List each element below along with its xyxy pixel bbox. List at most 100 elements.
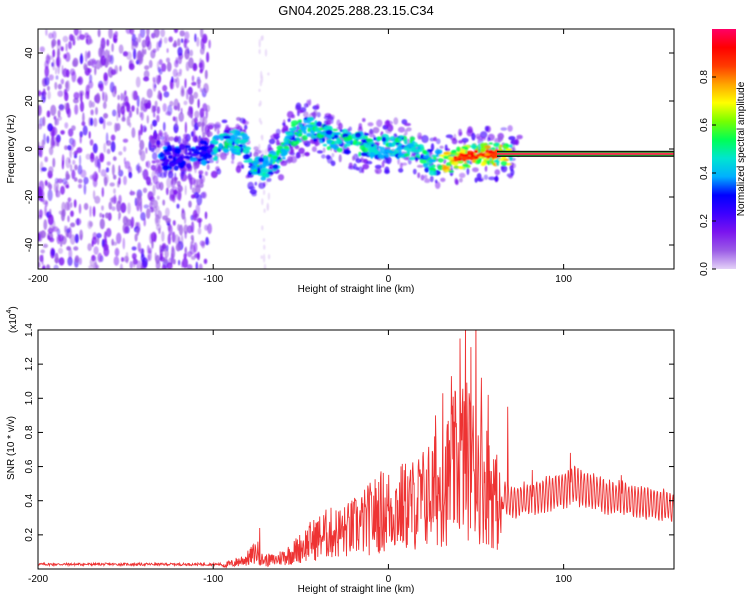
signal-blob xyxy=(285,132,294,136)
noise-blob xyxy=(43,219,48,231)
signal-blob xyxy=(195,145,200,149)
noise-blob xyxy=(74,104,79,115)
signal-blob xyxy=(352,139,358,145)
signal-blob xyxy=(290,127,297,131)
signal-haze xyxy=(507,125,513,132)
noise-blob xyxy=(183,100,188,106)
signal-haze xyxy=(450,137,456,141)
noise-blob xyxy=(124,95,129,107)
noise-blob xyxy=(40,230,46,239)
noise-blob xyxy=(103,113,109,119)
signal-haze xyxy=(295,102,302,111)
noise-blob xyxy=(261,35,264,41)
colorbar-tick-label: 0.2 xyxy=(699,214,710,228)
signal-blob xyxy=(381,136,387,142)
signal-blob xyxy=(403,139,408,145)
noise-blob xyxy=(40,190,45,199)
signal-blob xyxy=(209,144,215,148)
signal-haze xyxy=(385,127,392,134)
signal-blob xyxy=(316,121,322,127)
noise-blob xyxy=(38,90,42,97)
noise-blob xyxy=(73,92,80,100)
noise-blob xyxy=(108,201,113,210)
signal-blob xyxy=(227,140,233,144)
signal-blob xyxy=(509,144,513,148)
noise-blob xyxy=(265,180,268,186)
signal-haze xyxy=(151,160,156,164)
noise-blob xyxy=(77,178,83,184)
noise-blob xyxy=(111,43,114,53)
signal-blob xyxy=(218,142,223,149)
noise-blob xyxy=(38,104,42,116)
noise-blob xyxy=(58,234,64,242)
noise-blob xyxy=(160,29,166,38)
noise-blob xyxy=(66,246,71,251)
signal-blob xyxy=(396,147,404,150)
noise-blob xyxy=(42,243,49,248)
signal-blob xyxy=(422,163,429,168)
noise-blob xyxy=(87,68,92,73)
signal-blob xyxy=(234,130,241,137)
signal-peak xyxy=(461,156,466,160)
noise-blob xyxy=(161,231,165,242)
noise-blob xyxy=(130,189,133,196)
signal-haze xyxy=(214,124,217,132)
noise-blob xyxy=(266,202,269,210)
signal-haze xyxy=(210,170,218,179)
noise-blob xyxy=(74,255,80,264)
signal-haze xyxy=(231,160,235,164)
signal-blob xyxy=(176,157,183,163)
signal-haze xyxy=(383,157,390,164)
signal-haze xyxy=(484,165,488,172)
signal-haze xyxy=(206,164,210,171)
signal-haze xyxy=(249,151,252,158)
x-tick-label: 100 xyxy=(555,574,572,585)
noise-blob xyxy=(67,107,71,118)
signal-haze xyxy=(420,174,425,181)
noise-blob xyxy=(120,105,126,115)
noise-blob xyxy=(156,195,160,200)
noise-blob xyxy=(65,81,69,90)
noise-blob xyxy=(204,211,208,220)
noise-blob xyxy=(87,220,93,230)
signal-haze xyxy=(358,166,363,174)
noise-blob xyxy=(146,160,151,169)
noise-blob xyxy=(53,115,56,120)
noise-blob xyxy=(156,77,160,85)
colorbar-tick-label: 0.6 xyxy=(699,118,710,132)
signal-peak xyxy=(457,155,462,159)
noise-blob xyxy=(262,189,266,195)
noise-blob xyxy=(99,218,105,230)
signal-blob xyxy=(495,143,499,146)
noise-blob xyxy=(109,54,114,65)
signal-haze xyxy=(355,158,362,164)
noise-blob xyxy=(102,243,109,251)
signal-haze xyxy=(484,125,489,132)
noise-blob xyxy=(57,83,63,90)
noise-blob xyxy=(98,47,103,58)
noise-blob xyxy=(90,117,94,127)
signal-haze xyxy=(458,128,463,137)
noise-blob xyxy=(163,91,170,98)
noise-blob xyxy=(163,256,168,264)
signal-haze xyxy=(398,168,404,173)
carrier-band-core xyxy=(497,152,674,155)
noise-blob xyxy=(263,208,266,213)
signal-haze xyxy=(204,171,208,176)
noise-blob xyxy=(189,49,194,57)
signal-haze xyxy=(355,166,360,171)
noise-blob xyxy=(148,59,153,69)
signal-haze xyxy=(301,153,305,157)
signal-blob xyxy=(286,135,292,139)
noise-blob xyxy=(104,212,110,219)
noise-blob xyxy=(206,51,210,63)
noise-blob xyxy=(47,214,54,226)
noise-blob xyxy=(126,51,132,60)
signal-haze xyxy=(424,178,431,183)
spectrogram-noise-blobs xyxy=(38,29,271,269)
signal-blob xyxy=(184,145,191,149)
signal-haze xyxy=(444,144,448,152)
noise-blob xyxy=(183,252,187,260)
signal-haze xyxy=(286,111,294,119)
signal-haze xyxy=(218,151,226,158)
